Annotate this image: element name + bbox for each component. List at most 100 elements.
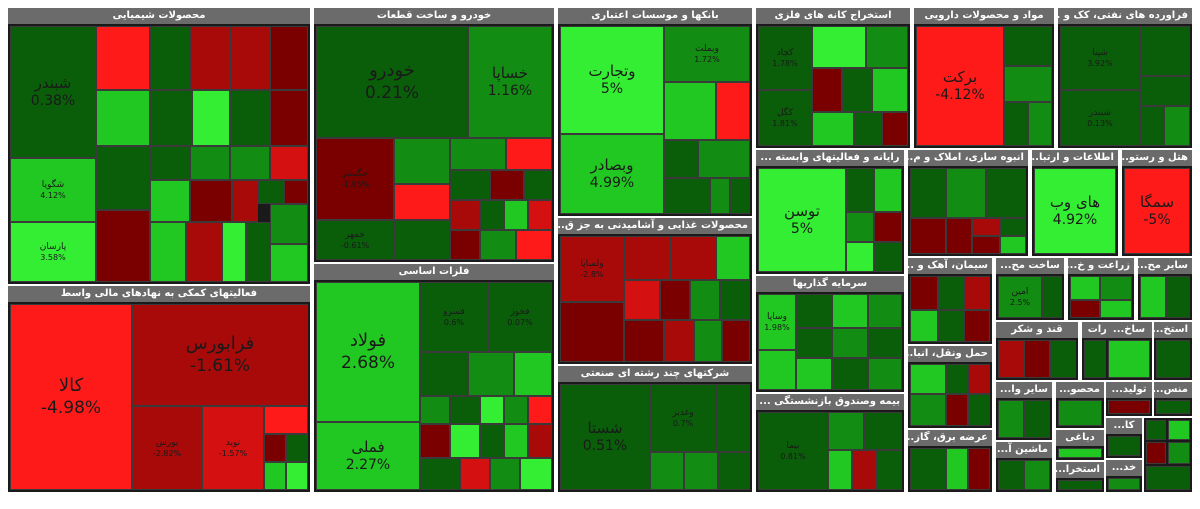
ticker-tile[interactable]: وغدیر 0.7% (650, 384, 716, 452)
ticker-tile[interactable] (874, 242, 902, 272)
ticker-tile[interactable] (450, 138, 506, 170)
ticker-tile[interactable] (972, 236, 1000, 254)
ticker-tile[interactable] (1108, 478, 1140, 490)
ticker-tile[interactable] (450, 396, 480, 424)
ticker-tile[interactable] (998, 460, 1024, 490)
ticker-tile[interactable] (812, 68, 842, 112)
ticker-tile[interactable] (1146, 466, 1190, 490)
ticker-tile[interactable] (868, 294, 902, 328)
ticker-tile[interactable]: شپنا 3.92% (1060, 26, 1140, 90)
ticker-tile[interactable] (190, 180, 232, 222)
ticker-tile[interactable]: وبملت 1.72% (664, 26, 750, 82)
ticker-tile[interactable] (230, 146, 270, 180)
ticker-tile[interactable] (1024, 460, 1050, 490)
ticker-tile[interactable] (946, 168, 986, 218)
ticker-tile[interactable] (150, 222, 186, 282)
ticker-tile[interactable] (150, 146, 190, 180)
ticker-tile[interactable] (516, 230, 552, 260)
ticker-tile[interactable] (450, 170, 490, 200)
ticker-tile[interactable] (528, 396, 552, 424)
ticker-tile[interactable] (670, 236, 716, 280)
ticker-tile[interactable]: وتجارت 5% (560, 26, 664, 134)
ticker-tile[interactable] (468, 352, 514, 396)
ticker-tile[interactable] (698, 140, 750, 178)
ticker-tile[interactable] (450, 200, 480, 230)
ticker-tile[interactable] (832, 358, 868, 390)
ticker-tile[interactable] (480, 424, 504, 458)
ticker-tile[interactable]: فملی 2.27% (316, 422, 420, 490)
ticker-tile[interactable] (684, 452, 718, 490)
ticker-tile[interactable] (270, 146, 308, 180)
ticker-tile[interactable] (150, 26, 190, 90)
ticker-tile[interactable] (528, 200, 552, 230)
ticker-tile[interactable] (96, 26, 150, 90)
ticker-tile[interactable] (796, 358, 832, 390)
ticker-tile[interactable] (874, 168, 902, 212)
ticker-tile[interactable] (1058, 448, 1102, 458)
ticker-tile[interactable] (190, 146, 230, 180)
ticker-tile[interactable] (230, 90, 270, 146)
ticker-tile[interactable] (246, 222, 270, 282)
ticker-tile[interactable] (264, 462, 286, 490)
ticker-tile[interactable]: برکت -4.12% (916, 26, 1004, 146)
ticker-tile[interactable]: نوید -1.57% (202, 406, 264, 490)
ticker-tile[interactable] (1004, 102, 1028, 146)
ticker-tile[interactable] (1070, 300, 1100, 318)
ticker-tile[interactable] (846, 242, 874, 272)
ticker-tile[interactable] (1108, 400, 1150, 414)
ticker-tile[interactable] (504, 396, 528, 424)
ticker-tile[interactable]: شگویا 4.12% (10, 158, 96, 222)
ticker-tile[interactable] (812, 26, 866, 68)
ticker-tile[interactable] (1166, 276, 1190, 318)
ticker-tile[interactable] (420, 396, 450, 424)
ticker-tile[interactable] (938, 276, 964, 310)
ticker-tile[interactable]: بورس -2.82% (132, 406, 202, 490)
ticker-tile[interactable]: شبندر 0.38% (10, 26, 96, 158)
ticker-tile[interactable] (1140, 276, 1166, 318)
ticker-tile[interactable] (998, 340, 1024, 378)
ticker-tile[interactable]: فخوز 0.07% (488, 282, 552, 352)
ticker-tile[interactable] (480, 396, 504, 424)
ticker-tile[interactable] (946, 218, 972, 254)
ticker-tile[interactable]: وساپا 1.98% (758, 294, 796, 350)
ticker-tile[interactable] (758, 350, 796, 390)
ticker-tile[interactable] (270, 244, 308, 282)
ticker-tile[interactable] (946, 364, 968, 394)
ticker-tile[interactable] (1024, 400, 1050, 438)
ticker-tile[interactable] (1140, 26, 1190, 76)
ticker-tile[interactable]: بیما 0.81% (758, 412, 828, 490)
ticker-tile[interactable] (876, 450, 902, 490)
ticker-tile[interactable] (832, 294, 868, 328)
ticker-tile[interactable] (1000, 236, 1026, 254)
ticker-tile[interactable]: سمگا -5% (1124, 168, 1190, 254)
ticker-tile[interactable] (560, 302, 624, 362)
ticker-tile[interactable] (420, 458, 460, 490)
ticker-tile[interactable] (286, 434, 308, 462)
ticker-tile[interactable] (514, 352, 552, 396)
ticker-tile[interactable] (986, 168, 1026, 218)
ticker-tile[interactable] (394, 220, 450, 260)
ticker-tile[interactable] (828, 412, 864, 450)
ticker-tile[interactable] (1058, 480, 1102, 490)
ticker-tile[interactable] (972, 218, 1000, 236)
ticker-tile[interactable] (1146, 420, 1166, 440)
ticker-tile[interactable] (264, 406, 308, 434)
ticker-tile[interactable] (968, 364, 990, 394)
ticker-tile[interactable] (1108, 436, 1140, 456)
ticker-tile[interactable] (284, 180, 308, 204)
ticker-tile[interactable] (1168, 420, 1190, 440)
ticker-tile[interactable] (1140, 76, 1190, 106)
ticker-tile[interactable]: های وب 4.92% (1034, 168, 1116, 254)
ticker-tile[interactable] (664, 82, 716, 140)
ticker-tile[interactable] (846, 212, 874, 242)
ticker-tile[interactable] (1108, 340, 1150, 378)
ticker-tile[interactable] (910, 394, 946, 426)
ticker-tile[interactable] (190, 26, 230, 90)
ticker-tile[interactable] (874, 212, 902, 242)
ticker-tile[interactable] (460, 458, 490, 490)
ticker-tile[interactable]: خساپا 1.16% (468, 26, 552, 138)
ticker-tile[interactable] (854, 112, 882, 146)
ticker-tile[interactable] (796, 328, 832, 358)
ticker-tile[interactable] (964, 276, 990, 310)
ticker-tile[interactable]: وبصادر 4.99% (560, 134, 664, 214)
